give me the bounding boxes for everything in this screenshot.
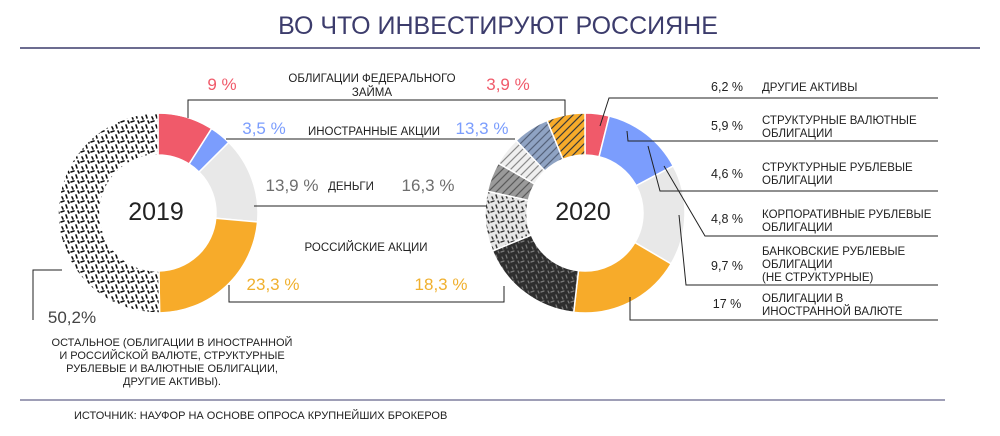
pct-struct-fx-bonds: 5,9 % [711, 119, 743, 133]
value-2019-foreign-shares: 3,5 % [242, 119, 285, 138]
label-bank-rub-bonds-line3: (НЕ СТРУКТУРНЫЕ) [762, 272, 874, 284]
label-fx-bonds-line2: ИНОСТРАННОЙ ВАЛЮТЕ [762, 305, 903, 318]
leader-corp-rub-bonds [663, 165, 938, 237]
leader-other-assets [599, 97, 938, 127]
label-struct-fx-bonds-line1: СТРУКТУРНЫЕ ВАЛЮТНЫЕ [762, 115, 917, 127]
leader-struct-rub-bonds [647, 145, 938, 192]
breakdown-2020-text: 6,2 % ДРУГИЕ АКТИВЫ 5,9 % СТРУКТУРНЫЕ ВА… [711, 80, 932, 318]
value-2020-russian-shares: 18,3 % [415, 275, 468, 294]
connector-ofz [187, 99, 566, 118]
connector-russian-shares [228, 285, 505, 303]
donut-2019 [57, 112, 259, 314]
leader-bank-rub-bonds [678, 214, 938, 286]
year-label-2020: 2020 [555, 198, 611, 226]
value-2020-ofz: 3,9 % [486, 75, 529, 94]
chart-title: ВО ЧТО ИНВЕСТИРУЮТ РОССИЯНЕ [278, 12, 718, 40]
label-foreign-shares: ИНОСТРАННЫЕ АКЦИИ [308, 126, 440, 138]
label-struct-rub-bonds-line1: СТРУКТУРНЫЕ РУБЛЕВЫЕ [762, 162, 913, 174]
donut-slice-2020-10 [546, 112, 586, 161]
connector-lines [32, 99, 566, 320]
label-fx-bonds-line1: ОБЛИГАЦИИ В [762, 293, 844, 305]
value-2019-money: 13,9 % [266, 176, 319, 195]
value-2019-russian-shares: 23,3 % [247, 275, 300, 294]
connector-other [32, 269, 62, 320]
label-bank-rub-bonds-line2: ОБЛИГАЦИИ [762, 259, 832, 271]
shared-category-labels: ОБЛИГАЦИИ ФЕДЕРАЛЬНОГО ЗАЙМА ИНОСТРАННЫЕ… [288, 73, 455, 254]
other-note-line1: ОСТАЛЬНОЕ (ОБЛИГАЦИИ В ИНОСТРАННОЙ [52, 336, 293, 349]
label-corp-rub-bonds-line2: ОБЛИГАЦИИ [762, 222, 832, 234]
values-2020: 3,9 % 13,3 % 16,3 % 18,3 % [402, 75, 530, 294]
value-2020-foreign-shares: 13,3 % [456, 119, 509, 138]
values-2019: 9 % 3,5 % 13,9 % 23,3 % 50,2% [48, 75, 319, 327]
leader-struct-fx-bonds [626, 130, 938, 142]
breakdown-2020 [599, 97, 938, 321]
label-other-assets: ДРУГИЕ АКТИВЫ [762, 82, 857, 94]
leader-fx-bonds [629, 297, 938, 321]
other-note-line3: РУБЛЕВЫЕ И ВАЛЮТНЫЕ ОБЛИГАЦИИ, [66, 363, 278, 375]
donut-outline-2019 [57, 112, 259, 314]
pct-struct-rub-bonds: 4,6 % [711, 167, 743, 181]
pct-fx-bonds: 17 % [713, 297, 742, 311]
label-ofz-line2: ЗАЙМА [352, 86, 392, 99]
label-russian-shares: РОССИЙСКИЕ АКЦИИ [304, 241, 427, 254]
other-note-line2: И РОССИЙСКОЙ ВАЛЮТЕ, СТРУКТУРНЫЕ [59, 349, 284, 362]
source-note: ИСТОЧНИК: НАУФОР НА ОСНОВЕ ОПРОСА КРУПНЕ… [74, 409, 447, 422]
value-2019-ofz: 9 % [207, 75, 236, 94]
pct-other-assets: 6,2 % [711, 80, 743, 94]
other-note: ОСТАЛЬНОЕ (ОБЛИГАЦИИ В ИНОСТРАННОЙ И РОС… [52, 336, 293, 388]
other-note-line4: ДРУГИЕ АКТИВЫ). [123, 376, 221, 388]
value-2019-other: 50,2% [48, 308, 96, 327]
pct-corp-rub-bonds: 4,8 % [711, 212, 743, 226]
label-corp-rub-bonds-line1: КОРПОРАТИВНЫЕ РУБЛЕВЫЕ [762, 209, 932, 221]
label-struct-rub-bonds-line2: ОБЛИГАЦИИ [762, 175, 832, 187]
label-ofz-line1: ОБЛИГАЦИИ ФЕДЕРАЛЬНОГО [288, 73, 455, 85]
donut-2020 [484, 112, 686, 314]
year-label-2019: 2019 [128, 198, 184, 226]
label-money: ДЕНЬГИ [328, 181, 374, 193]
label-struct-fx-bonds-line2: ОБЛИГАЦИИ [762, 128, 832, 140]
label-bank-rub-bonds-line1: БАНКОВСКИЕ РУБЛЕВЫЕ [762, 246, 906, 258]
value-2020-money: 16,3 % [402, 176, 455, 195]
donut-slice-2020-5 [491, 234, 580, 314]
pct-bank-rub-bonds: 9,7 % [711, 259, 743, 273]
